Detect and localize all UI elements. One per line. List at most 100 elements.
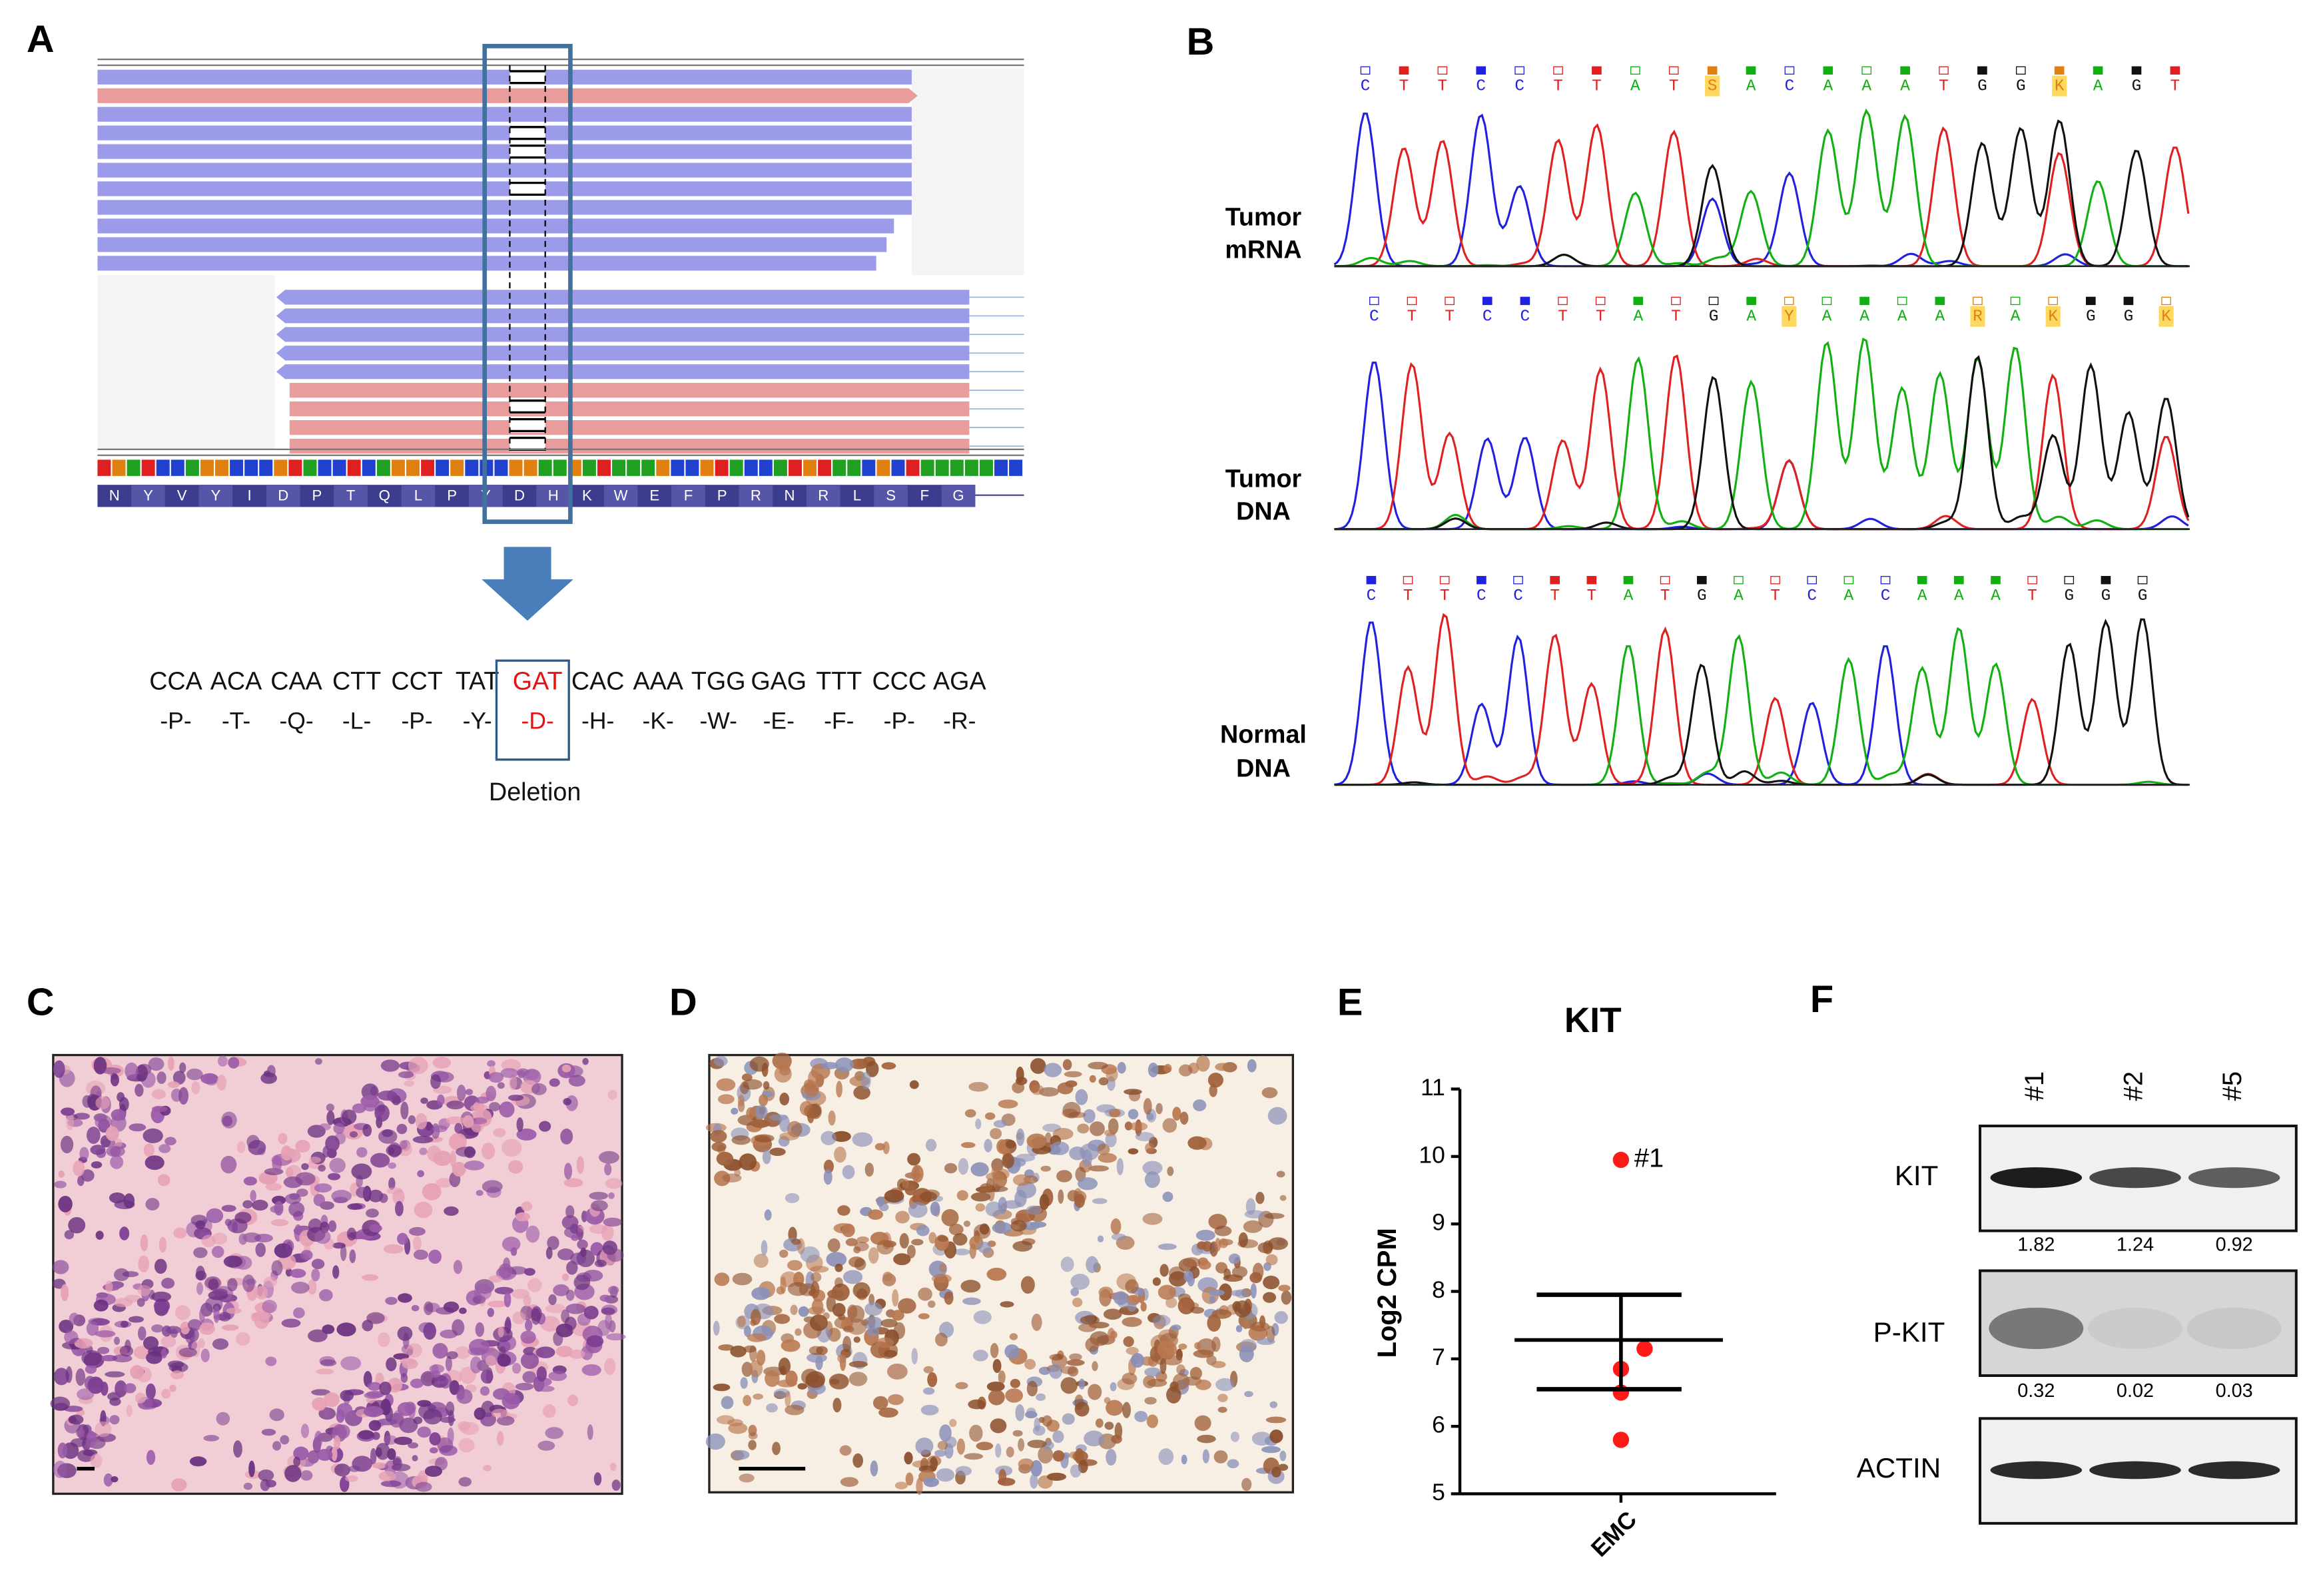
cell [1235,1325,1243,1332]
codon: CCC [872,666,926,694]
cell [774,1065,792,1083]
cell [512,1311,526,1324]
cell [408,1057,428,1075]
base-call: C [1807,587,1817,605]
cell [882,1141,890,1155]
cell [395,1200,404,1216]
read [97,107,912,122]
base-quality [1977,66,1987,75]
cell [161,1278,175,1289]
cell [1207,1314,1221,1332]
cell [334,1435,341,1450]
cell [860,1071,871,1090]
cell [1227,1459,1239,1469]
cell [779,1132,799,1141]
chromatogram-trace [1334,613,2188,786]
ambiguous-highlight [1970,306,1985,327]
cell [269,1408,284,1422]
cell [436,1178,453,1188]
cell [501,1059,521,1072]
cell [537,1386,555,1392]
base-call: G [2132,78,2142,96]
cell [130,1365,145,1380]
cell [952,1232,968,1246]
cell [800,1246,820,1263]
cell [159,1144,171,1153]
cell [135,1392,147,1404]
cell [711,1142,727,1152]
y-tick-label: 11 [1421,1074,1445,1101]
cell [567,1394,579,1406]
cell [1128,1109,1139,1120]
cell [77,1388,95,1400]
read [97,181,912,196]
read [289,383,970,398]
cell [281,1318,301,1328]
cell [1144,1367,1161,1377]
residue: -R- [943,708,976,734]
cell [113,1336,120,1346]
nucleotide-cell [274,459,288,476]
base-call: G [1977,78,1987,96]
cell [378,1332,390,1348]
cell [842,1336,852,1353]
cell [137,1298,145,1307]
cell [167,1360,184,1368]
base-quality [1746,66,1756,75]
trace-label: Normal [1220,720,1307,748]
base-call: T [1440,587,1450,605]
cell [1060,1256,1074,1272]
cell [179,1062,186,1073]
cell [988,1390,1005,1406]
nucleotide-cell [656,459,670,476]
cell [731,1107,739,1115]
cell [446,1116,465,1125]
cell [111,1476,119,1483]
cell [934,1450,946,1457]
cell [960,1280,981,1293]
cell [278,1133,288,1145]
cell [476,1190,484,1197]
cell [1106,1449,1117,1466]
cell [779,1249,789,1258]
cell [81,1169,95,1182]
cell [312,1397,328,1411]
cell [713,1383,731,1392]
nucleotide-cell [436,459,450,476]
cell [459,1307,467,1314]
cell [218,1312,231,1322]
lane-label: #5 [2218,1071,2247,1101]
cell [1020,1276,1035,1294]
cell [911,1165,924,1183]
base-quality [1399,66,1409,75]
blot-band [2087,1307,2182,1350]
cell [464,1161,485,1171]
cell [408,1226,426,1236]
cell [862,1316,883,1330]
cell [909,1080,919,1089]
amino-cell [334,485,368,507]
nucleotide-cell [494,459,508,476]
cell [1263,1275,1280,1290]
cell [1062,1101,1081,1119]
cell [75,1368,86,1386]
cell [603,1217,622,1227]
cell [493,1388,510,1400]
cell [908,1202,928,1218]
cell [161,1336,176,1348]
cell [193,1247,208,1258]
nucleotide-cell [729,459,743,476]
cell [1234,1300,1251,1318]
cell [1038,1446,1054,1463]
cell [388,1147,395,1155]
base-call: T [1587,587,1597,605]
cell [515,1382,534,1391]
nucleotide-cell [465,459,479,476]
cell [765,1370,780,1387]
cell [785,1370,798,1387]
cell [376,1442,390,1460]
cell [255,1242,266,1257]
cell [1046,1472,1067,1481]
codon: ACA [210,666,262,694]
cell [960,1142,976,1149]
